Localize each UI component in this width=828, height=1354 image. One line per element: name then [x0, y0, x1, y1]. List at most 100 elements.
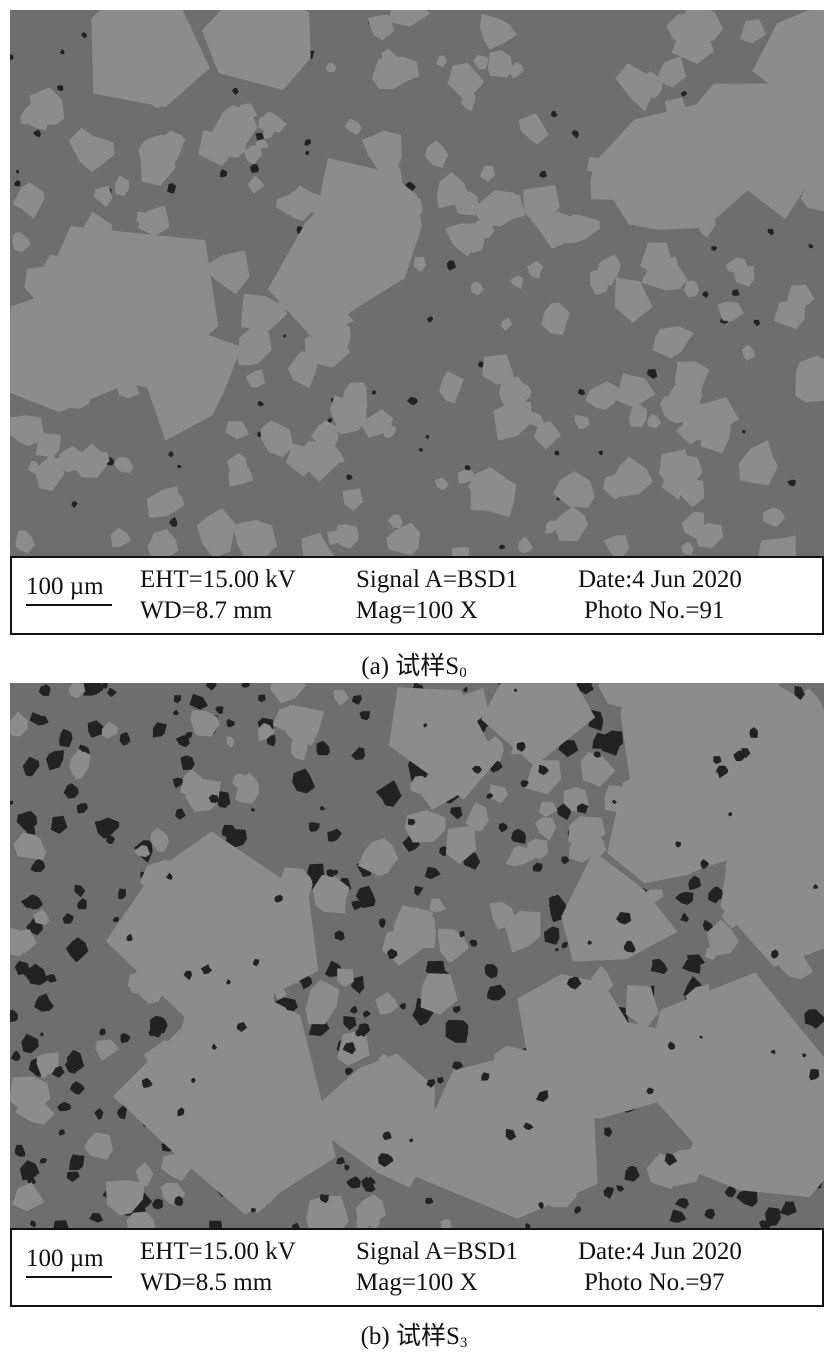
pore	[484, 964, 498, 979]
scale-bar	[26, 604, 112, 606]
pore	[283, 334, 286, 338]
particle	[34, 457, 65, 492]
pore	[808, 244, 814, 249]
particle	[219, 138, 247, 158]
particle	[59, 446, 87, 473]
particle	[584, 1087, 617, 1120]
pore	[53, 1220, 69, 1228]
particle	[724, 853, 753, 882]
particle	[739, 440, 778, 486]
pore	[674, 1197, 689, 1209]
pore	[59, 49, 65, 55]
particle	[773, 299, 806, 330]
particle	[272, 951, 305, 984]
pore	[175, 734, 190, 748]
pore	[571, 129, 580, 139]
pore	[627, 1165, 637, 1178]
particle	[140, 142, 176, 186]
particle	[696, 212, 716, 238]
particle	[797, 145, 814, 164]
pore	[50, 815, 68, 834]
particle	[113, 457, 134, 473]
particle	[241, 293, 288, 331]
pore	[520, 780, 529, 788]
pore	[64, 1057, 78, 1074]
particle	[143, 1039, 180, 1069]
pore	[107, 687, 118, 698]
pore	[361, 1176, 376, 1193]
particle	[73, 443, 107, 478]
pore	[10, 1050, 21, 1061]
particle	[772, 733, 811, 774]
pore	[407, 818, 416, 826]
pore	[14, 1144, 26, 1157]
particle	[597, 1071, 626, 1095]
pore	[284, 999, 296, 1011]
particle	[614, 277, 653, 323]
particle	[493, 401, 533, 441]
particle	[629, 403, 647, 427]
particle	[202, 250, 250, 295]
pore	[682, 956, 701, 974]
pore	[258, 694, 266, 703]
pore	[351, 747, 365, 760]
particle	[429, 898, 446, 913]
pore	[152, 722, 167, 738]
particle	[235, 772, 260, 804]
particle	[263, 129, 276, 139]
particle	[465, 802, 489, 832]
pore	[236, 1022, 248, 1032]
pore	[418, 447, 424, 452]
particle	[244, 1187, 266, 1213]
particle	[257, 723, 275, 742]
pore	[172, 710, 179, 716]
caption-text: (a) 试样S	[361, 653, 460, 680]
pore	[419, 1021, 423, 1025]
particle	[597, 254, 621, 280]
particle	[452, 547, 469, 556]
pore	[463, 686, 468, 693]
particle	[361, 130, 402, 174]
pore	[516, 741, 526, 752]
pore	[801, 1053, 807, 1058]
particle	[527, 260, 544, 279]
particle	[625, 984, 659, 1029]
particle	[50, 314, 92, 349]
pore	[387, 948, 398, 959]
particle	[682, 83, 824, 220]
pore	[126, 933, 133, 942]
particle	[523, 185, 560, 231]
particle	[186, 331, 204, 344]
pore	[94, 817, 120, 839]
particle	[180, 769, 214, 804]
particle	[10, 711, 28, 737]
particle	[760, 876, 782, 893]
pore	[566, 976, 582, 990]
particle	[178, 1004, 217, 1043]
particle	[509, 275, 523, 290]
pore	[736, 1188, 758, 1207]
pore	[21, 1033, 39, 1054]
pore	[378, 918, 386, 928]
particle	[245, 369, 266, 388]
pore	[59, 728, 73, 748]
pore	[22, 756, 40, 777]
particle	[275, 194, 303, 217]
sem-image-a	[10, 10, 824, 556]
pore	[423, 723, 427, 728]
eht: EHT=15.00 kV	[140, 566, 296, 593]
pore	[511, 828, 526, 844]
particle	[420, 973, 458, 1015]
particle	[114, 1086, 142, 1111]
particle	[482, 354, 515, 385]
pore	[794, 685, 805, 701]
particle	[69, 749, 91, 779]
particle	[580, 752, 616, 787]
pore	[664, 1153, 678, 1166]
particle	[679, 822, 700, 841]
particle	[685, 984, 710, 1008]
pore	[787, 479, 796, 487]
particle	[534, 1168, 578, 1208]
particle	[795, 355, 824, 403]
particle	[12, 231, 31, 253]
